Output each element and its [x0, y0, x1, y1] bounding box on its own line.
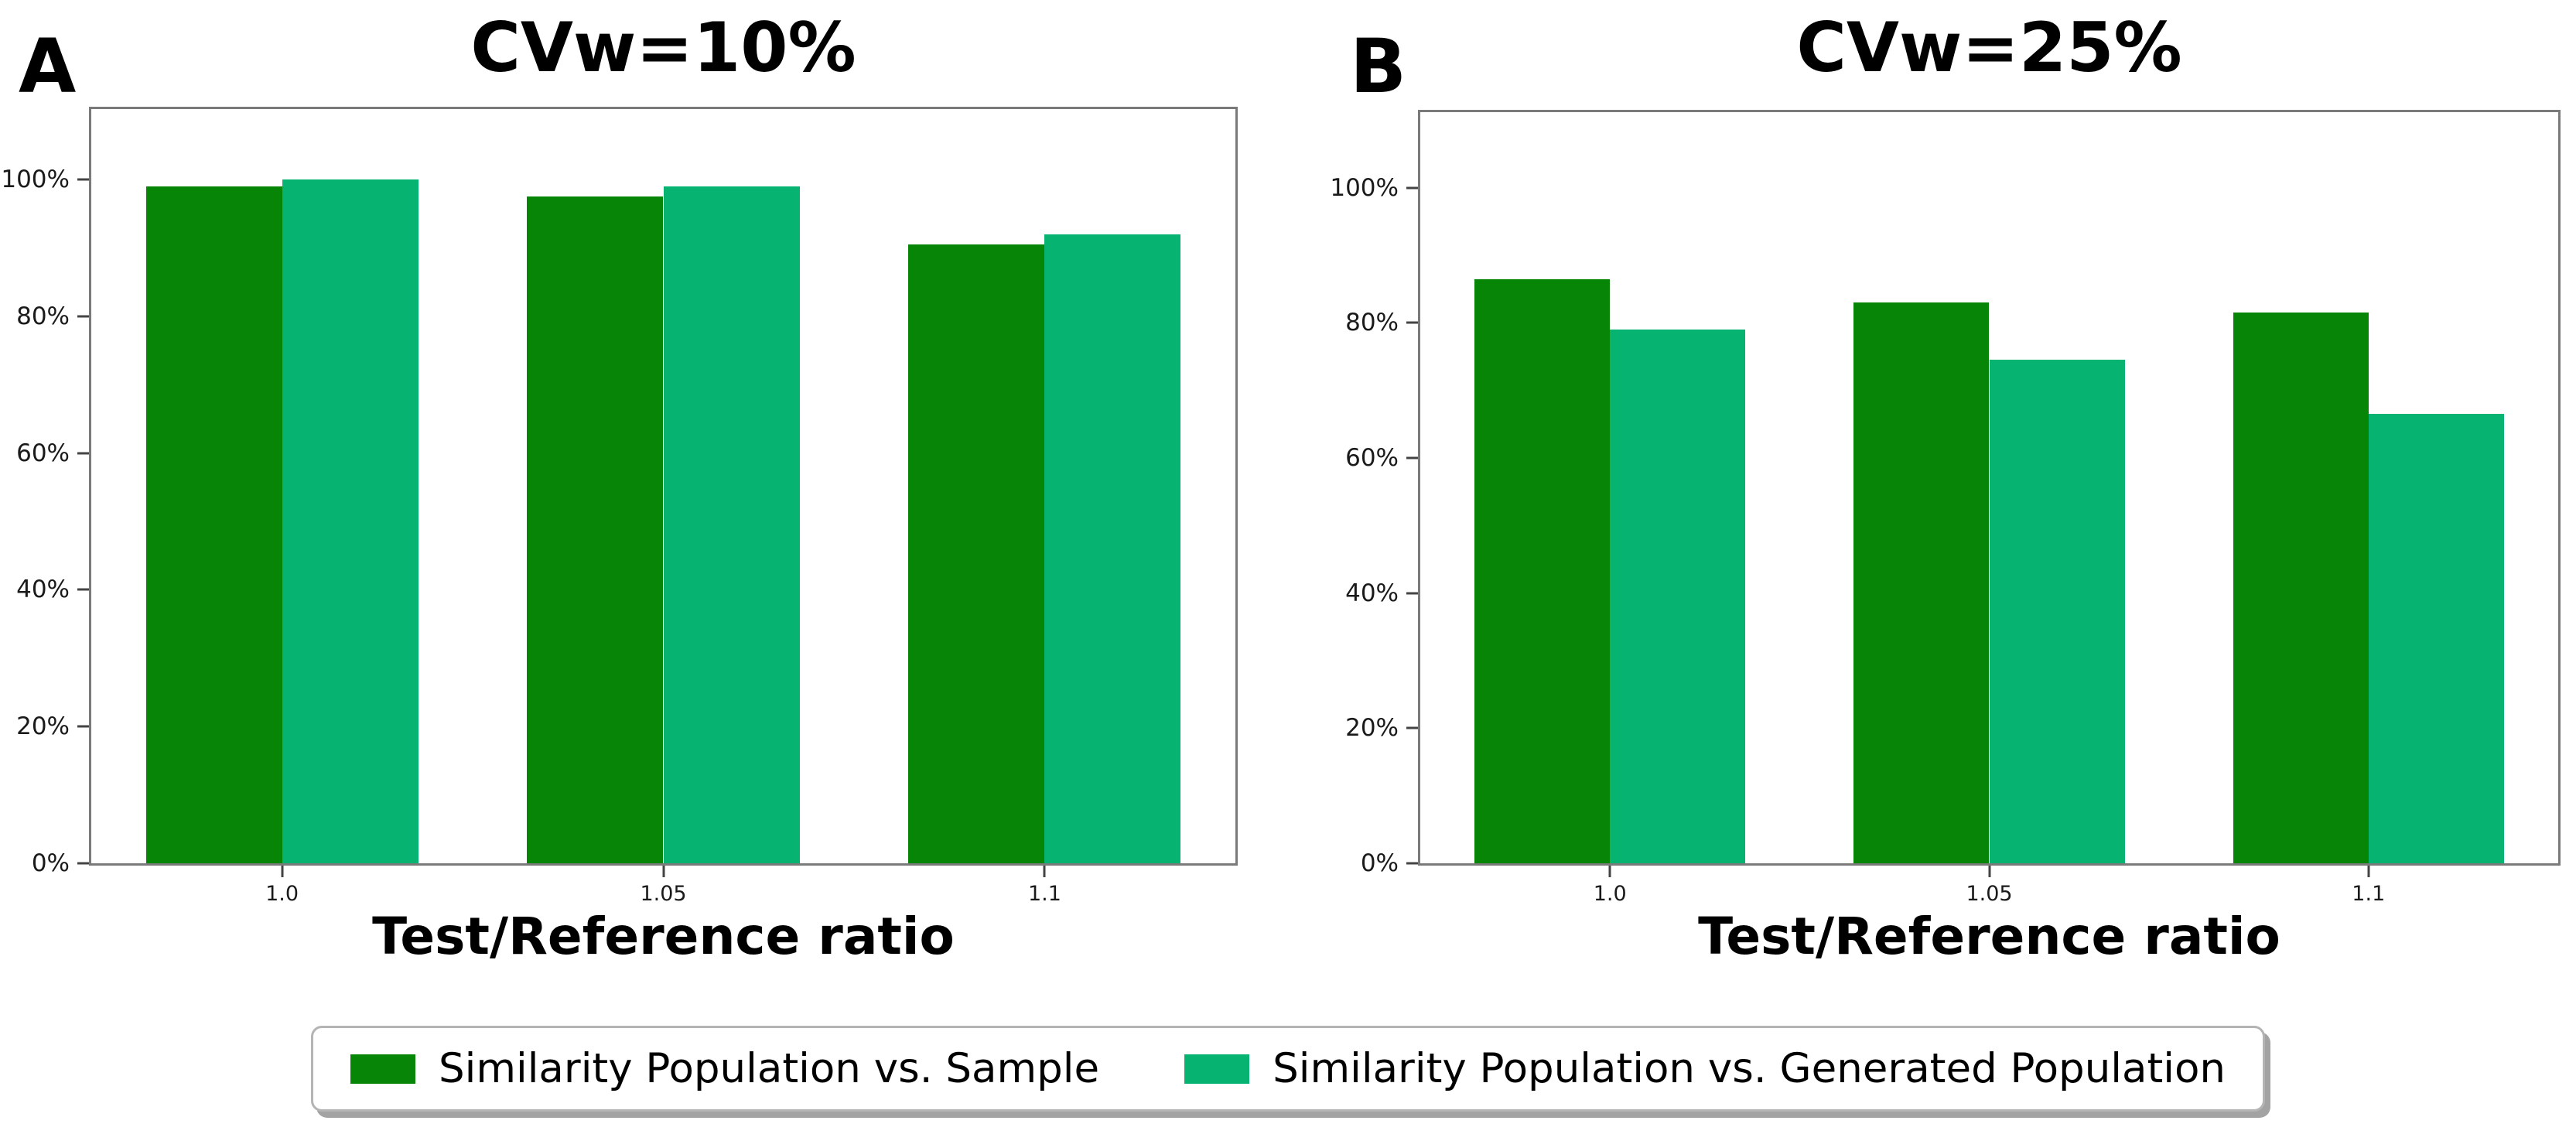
bar-sample-1.1 — [908, 244, 1045, 863]
y-tick-mark — [1406, 321, 1418, 324]
panel-a-bars: 0% 20% 40% 60% 80% 100% 1.0 1.05 1.1 — [1, 109, 1235, 906]
y-tick-mark — [77, 178, 89, 181]
panel-a-letter: A — [19, 23, 77, 110]
y-tick-label: 40% — [1345, 579, 1399, 607]
y-tick-mark — [1406, 456, 1418, 459]
bar-sample-1.05 — [1853, 302, 1990, 863]
x-tick-mark — [1043, 866, 1046, 877]
legend-label-generated: Similarity Population vs. Generated Popu… — [1273, 1045, 2226, 1092]
panel-b-xaxis-label: Test/Reference ratio — [1698, 907, 2280, 966]
y-tick-mark — [1406, 726, 1418, 729]
y-tick-label: 100% — [1330, 173, 1399, 202]
bar-sample-1.1 — [2233, 313, 2369, 863]
bar-generated-1.1 — [2368, 414, 2504, 863]
y-tick-mark — [77, 725, 89, 728]
bar-generated-1.05 — [663, 186, 800, 863]
bar-sample-1.05 — [527, 196, 664, 863]
x-tick-mark — [1608, 866, 1611, 877]
panel-b-title: CVw=25% — [1796, 8, 2182, 87]
x-tick-mark — [2367, 866, 2370, 877]
y-tick-label: 60% — [1345, 444, 1399, 473]
legend-item-generated: Similarity Population vs. Generated Popu… — [1184, 1045, 2226, 1092]
y-tick-label: 80% — [16, 302, 70, 330]
x-tick-label: 1.0 — [1593, 882, 1627, 906]
y-tick-label: 0% — [1360, 849, 1399, 877]
y-tick-mark — [77, 862, 89, 865]
x-tick-label: 1.0 — [265, 882, 299, 906]
y-tick-mark — [1406, 186, 1418, 190]
y-tick-label: 0% — [31, 849, 70, 877]
panel-a-title: CVw=10% — [470, 8, 856, 87]
y-tick-mark — [1406, 592, 1418, 595]
legend-item-sample: Similarity Population vs. Sample — [350, 1045, 1099, 1092]
panel-a-xaxis-label: Test/Reference ratio — [372, 907, 955, 966]
y-tick-mark — [77, 588, 89, 591]
bar-sample-1.0 — [145, 186, 282, 863]
legend: Similarity Population vs. Sample Similar… — [310, 1026, 2266, 1112]
panel-b-letter: B — [1350, 23, 1407, 110]
x-tick-label: 1.05 — [1966, 882, 2013, 906]
panel-a-plot-area: 0% 20% 40% 60% 80% 100% 1.0 1.05 1.1 — [1, 107, 1238, 906]
bar-generated-1.1 — [1044, 234, 1181, 863]
x-tick-label: 1.05 — [640, 882, 687, 906]
legend-label-sample: Similarity Population vs. Sample — [438, 1045, 1100, 1092]
x-tick-mark — [1988, 866, 1990, 877]
x-tick-mark — [281, 866, 284, 877]
bar-generated-1.0 — [282, 179, 419, 863]
x-tick-mark — [662, 866, 664, 877]
y-tick-label: 20% — [16, 712, 70, 741]
y-tick-label: 80% — [1345, 309, 1399, 337]
legend-swatch-dark-green-icon — [350, 1054, 415, 1084]
legend-swatch-light-green-icon — [1184, 1054, 1250, 1084]
y-tick-label: 40% — [16, 576, 70, 604]
y-tick-mark — [77, 452, 89, 455]
x-tick-label: 1.1 — [2352, 882, 2386, 906]
y-tick-label: 20% — [1345, 714, 1399, 743]
y-tick-label: 60% — [16, 439, 70, 467]
bar-sample-1.0 — [1474, 278, 1611, 863]
y-tick-label: 100% — [1, 166, 70, 194]
bar-generated-1.0 — [1610, 330, 1746, 863]
y-tick-mark — [1406, 862, 1418, 865]
panel-b-plot-area: 0% 20% 40% 60% 80% 100% 1.0 1.05 1.1 — [1330, 110, 2561, 906]
panel-b-bars: 0% 20% 40% 60% 80% 100% 1.0 1.05 1.1 — [1330, 112, 2558, 906]
y-tick-mark — [77, 315, 89, 318]
x-tick-label: 1.1 — [1027, 882, 1061, 906]
bar-generated-1.05 — [1989, 360, 2125, 863]
